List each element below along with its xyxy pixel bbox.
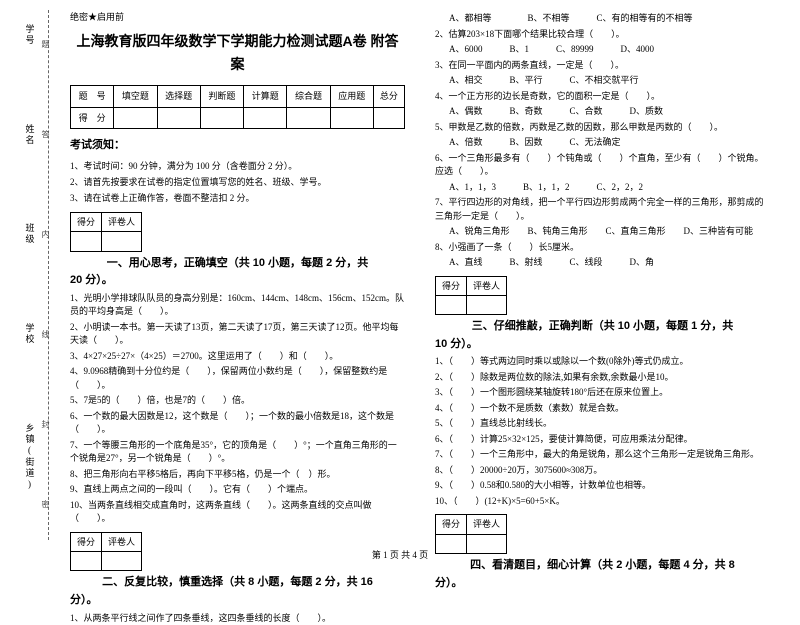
s1-q4: 4、9.0968精确到十分位约是（ ），保留两位小数约是（ ），保留整数约是（ … bbox=[70, 365, 405, 392]
grader-score: 得分 bbox=[71, 212, 102, 231]
section-1-title: 一、用心思考，正确填空（共 10 小题，每题 2 分，共 bbox=[107, 257, 369, 269]
th-total: 总分 bbox=[373, 86, 404, 107]
section-2-title: 二、反复比较，慎重选择（共 8 小题，每题 2 分，共 16 bbox=[102, 576, 373, 588]
s2-q6: 6、一个三角形最多有（ ）个钝角或（ ）个直角，至少有（ ）个锐角。应选（ ）。 bbox=[435, 152, 770, 179]
table-row: 得 分 bbox=[71, 107, 405, 128]
notice-2: 2、请首先按要求在试卷的指定位置填写您的姓名、班级、学号。 bbox=[70, 175, 405, 189]
label-name: 姓名 bbox=[24, 124, 37, 176]
s2-q5: 5、甲数是乙数的倍数，丙数是乙数的因数，那么甲数是丙数的（ ）。 bbox=[435, 121, 770, 135]
s3-q2: 2、（ ）除数是两位数的除法,如果有余数,余数最小是10。 bbox=[435, 371, 770, 385]
left-column: 绝密★启用前 上海教育版四年级数学下学期能力检测试题A卷 附答案 题 号 填空题… bbox=[60, 10, 420, 535]
th-calc: 计算题 bbox=[244, 86, 287, 107]
td-score-label: 得 分 bbox=[71, 107, 114, 128]
s3-q5: 5、（ ）直线总比射线长。 bbox=[435, 417, 770, 431]
section-3-cont: 10 分）。 bbox=[435, 336, 770, 354]
s1-q9: 9、直线上两点之间的一段叫（ ）。它有（ ）个端点。 bbox=[70, 483, 405, 497]
th-choice: 选择题 bbox=[157, 86, 200, 107]
s2-q7: 7、平行四边形的对角线，把一个平行四边形剪成两个完全一样的三角形，那剪成的三角形… bbox=[435, 196, 770, 223]
seal-char-3: 内 bbox=[40, 230, 51, 238]
seal-char-4: 线 bbox=[40, 330, 51, 338]
s2-q2: 2、估算203×18下面哪个结果比较合理（ ）。 bbox=[435, 28, 770, 42]
s3-q6: 6、（ ）计算25×32×125，要使计算简便，可应用乘法分配律。 bbox=[435, 433, 770, 447]
grader-box-1: 得分评卷人 bbox=[70, 212, 142, 252]
label-school: 学校 bbox=[24, 323, 37, 375]
label-class: 班级 bbox=[24, 223, 37, 275]
grader-box-3: 得分评卷人 bbox=[435, 276, 507, 316]
s2-q5-opts: A、倍数 B、因数 C、无法确定 bbox=[435, 136, 770, 150]
s1-q8: 8、把三角形向右平移5格后，再向下平移5格，仍是一个（ ）形。 bbox=[70, 468, 405, 482]
label-town: 乡镇(街道) bbox=[24, 423, 37, 521]
s1-q6: 6、一个数的最大因数是12，这个数是（ ）；一个数的最小倍数是18，这个数是（ … bbox=[70, 410, 405, 437]
th-synth: 综合题 bbox=[287, 86, 330, 107]
label-student-id: 学号 bbox=[24, 24, 37, 76]
seal-char-1: 题 bbox=[40, 40, 51, 48]
s2-q2-opts: A、6000 B、1 C、89999 D、4000 bbox=[435, 43, 770, 57]
s1-q1: 1、光明小学排球队队员的身高分别是：160cm、144cm、148cm、156c… bbox=[70, 292, 405, 319]
s2-q6-opts: A、1，1，3 B、1，1，2 C、2，2，2 bbox=[435, 181, 770, 195]
s3-q7: 7、（ ）一个三角形中，最大的角是锐角，那么这个三角形一定是锐角三角形。 bbox=[435, 448, 770, 462]
s2-q3: 3、在同一平面内的两条直线，一定是（ ）。 bbox=[435, 59, 770, 73]
th-fill: 填空题 bbox=[114, 86, 157, 107]
s3-q8: 8、（ ）20000÷20万，3075600≈308万。 bbox=[435, 464, 770, 478]
right-column: A、都相等 B、不相等 C、有的相等有的不相等 2、估算203×18下面哪个结果… bbox=[420, 10, 780, 535]
s1-q10: 10、当两条直线相交成直角时，这两条直线（ ）。这两条直线的交点叫做（ ）。 bbox=[70, 499, 405, 526]
s2-q3-opts: A、相交 B、平行 C、不相交就平行 bbox=[435, 74, 770, 88]
s3-q10: 10、（ ）(12+K)×5=60+5×K。 bbox=[435, 495, 770, 509]
grader-person: 评卷人 bbox=[102, 212, 142, 231]
s1-q7: 7、一个等腰三角形的一个底角是35°，它的顶角是（ ）°；一个直角三角形的一个锐… bbox=[70, 439, 405, 466]
s1-q2: 2、小明读一本书。第一天读了13页，第二天读了17页，第三天读了12页。他平均每… bbox=[70, 321, 405, 348]
section-1-cont: 20 分）。 bbox=[70, 272, 405, 290]
s2-q8-opts: A、直线 B、射线 C、线段 D、角 bbox=[435, 256, 770, 270]
notice-heading: 考试须知： bbox=[70, 137, 405, 155]
exam-page: 绝密★启用前 上海教育版四年级数学下学期能力检测试题A卷 附答案 题 号 填空题… bbox=[0, 0, 800, 545]
secret-tag: 绝密★启用前 bbox=[70, 10, 405, 24]
s2-q1: 1、从两条平行线之间作了四条垂线，这四条垂线的长度（ ）。 bbox=[70, 612, 405, 625]
seal-char-6: 密 bbox=[40, 500, 51, 508]
s3-q4: 4、（ ）一个数不是质数（素数）就是合数。 bbox=[435, 402, 770, 416]
section-4-title: 四、看清题目，细心计算（共 2 小题，每题 4 分，共 8 bbox=[470, 559, 735, 571]
th-judge: 判断题 bbox=[200, 86, 243, 107]
table-row: 题 号 填空题 选择题 判断题 计算题 综合题 应用题 总分 bbox=[71, 86, 405, 107]
notice-3: 3、请在试卷上正确作答，卷面不整洁扣 2 分。 bbox=[70, 191, 405, 205]
exam-title: 上海教育版四年级数学下学期能力检测试题A卷 附答案 bbox=[70, 30, 405, 75]
seal-char-5: 封 bbox=[40, 420, 51, 428]
s3-q1: 1、（ ）等式两边同时乘以或除以一个数(0除外)等式仍成立。 bbox=[435, 355, 770, 369]
seal-line bbox=[48, 10, 49, 540]
page-footer: 第 1 页 共 4 页 bbox=[0, 548, 800, 561]
th-num: 题 号 bbox=[71, 86, 114, 107]
th-app: 应用题 bbox=[330, 86, 373, 107]
section-2-cont: 分）。 bbox=[70, 592, 405, 610]
s2-q4-opts: A、偶数 B、奇数 C、合数 D、质数 bbox=[435, 105, 770, 119]
s1-q3: 3、4×27×25÷27×（4×25）＝2700。这里运用了（ ）和（ ）。 bbox=[70, 350, 405, 364]
notice-1: 1、考试时间：90 分钟，满分为 100 分（含卷面分 2 分）。 bbox=[70, 159, 405, 173]
s2-q4: 4、一个正方形的边长是奇数，它的面积一定是（ ）。 bbox=[435, 90, 770, 104]
section-4-cont: 分）。 bbox=[435, 575, 770, 593]
seal-char-2: 答 bbox=[40, 130, 51, 138]
s3-q3: 3、（ ）一个图形圆绕某轴旋转180°后还在原来位置上。 bbox=[435, 386, 770, 400]
s2-q7-opts: A、锐角三角形 B、钝角三角形 C、直角三角形 D、三种皆有可能 bbox=[435, 225, 770, 239]
s3-q9: 9、（ ）0.58和0.580的大小相等，计数单位也相等。 bbox=[435, 479, 770, 493]
s2-q1-opts: A、都相等 B、不相等 C、有的相等有的不相等 bbox=[435, 12, 770, 26]
section-3-title: 三、仔细推敲，正确判断（共 10 小题，每题 1 分，共 bbox=[472, 320, 734, 332]
s2-q8: 8、小强画了一条（ ）长5厘米。 bbox=[435, 241, 770, 255]
s1-q5: 5、7是5的（ ）倍，也是7的（ ）倍。 bbox=[70, 394, 405, 408]
score-summary-table: 题 号 填空题 选择题 判断题 计算题 综合题 应用题 总分 得 分 bbox=[70, 85, 405, 129]
